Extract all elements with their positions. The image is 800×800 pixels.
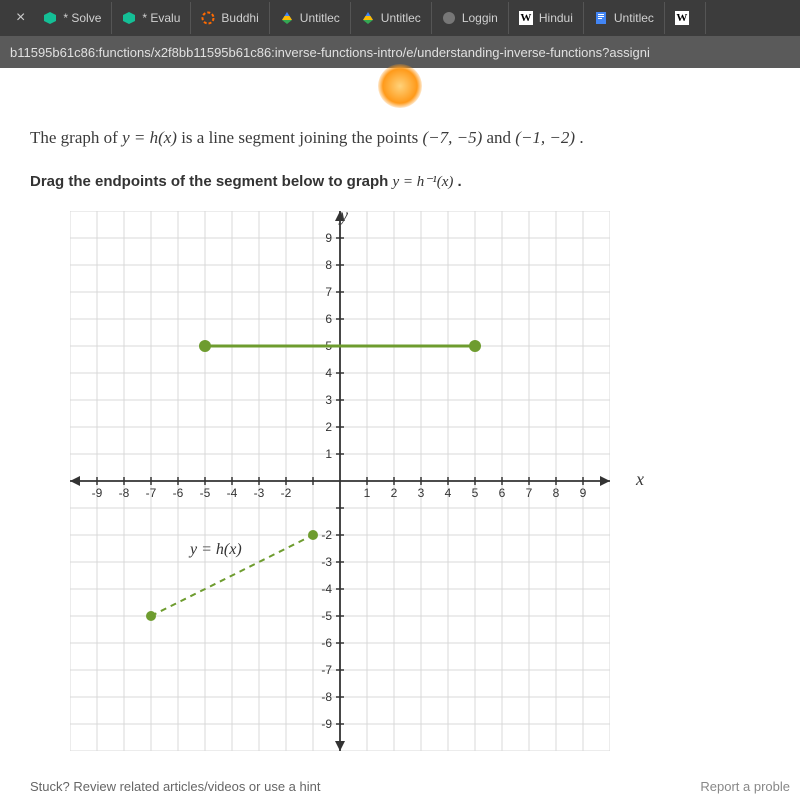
text: Drag the endpoints of the segment below … (30, 173, 393, 190)
point-1: (−7, −5) (422, 128, 482, 147)
y-tick-label: -2 (321, 528, 332, 542)
draggable-endpoint[interactable] (469, 340, 481, 352)
y-tick-label: 7 (325, 285, 332, 299)
instruction-line: Drag the endpoints of the segment below … (30, 172, 780, 191)
url-text: b11595b61c86:functions/x2f8bb11595b61c86… (10, 45, 650, 60)
text: . (458, 173, 462, 190)
graph-container: y x y = h(x) -9-8-7-6-5-4-3-212345678912… (70, 211, 630, 756)
dashed-endpoint (146, 611, 156, 621)
equation: y = h(x) (122, 128, 177, 147)
y-tick-label: 9 (325, 231, 332, 245)
x-tick-label: 8 (553, 486, 560, 500)
tab-label: Hindui (539, 11, 573, 25)
cartesian-graph[interactable]: -9-8-7-6-5-4-3-2123456789123456789-2-3-4… (70, 211, 610, 751)
tab-label: * Evalu (142, 11, 180, 25)
x-tick-label: 3 (418, 486, 425, 500)
page-content: The graph of y = h(x) is a line segment … (0, 68, 800, 800)
browser-tab[interactable]: Untitlec (584, 2, 665, 34)
report-problem-link[interactable]: Report a proble (700, 779, 790, 794)
inverse-equation: y = h⁻¹(x) (393, 174, 454, 190)
x-tick-label: 1 (364, 486, 371, 500)
tab-label: * Solve (63, 11, 101, 25)
x-tick-label: -7 (146, 486, 157, 500)
y-tick-label: -7 (321, 663, 332, 677)
tab-label: Buddhi (221, 11, 258, 25)
x-tick-label: 9 (580, 486, 587, 500)
browser-tab[interactable]: * Evalu (112, 2, 191, 34)
x-tick-label: -3 (254, 486, 265, 500)
browser-tab[interactable]: WHindui (509, 2, 584, 34)
text: . (579, 128, 583, 147)
y-tick-label: -8 (321, 690, 332, 704)
y-tick-label: 3 (325, 393, 332, 407)
x-tick-label: -5 (200, 486, 211, 500)
browser-tab[interactable]: Untitlec (270, 2, 351, 34)
y-tick-label: -5 (321, 609, 332, 623)
x-tick-label: 4 (445, 486, 452, 500)
arrow-icon (70, 476, 80, 486)
stuck-hint-link[interactable]: Stuck? Review related articles/videos or… (30, 779, 320, 794)
x-tick-label: -2 (281, 486, 292, 500)
y-tick-label: -9 (321, 717, 332, 731)
y-tick-label: 1 (325, 447, 332, 461)
text: is a line segment joining the points (181, 128, 422, 147)
close-icon[interactable]: × (8, 9, 33, 27)
tab-label: Untitlec (300, 11, 340, 25)
point-2: (−1, −2) (515, 128, 575, 147)
y-tick-label: 6 (325, 312, 332, 326)
y-tick-label: -3 (321, 555, 332, 569)
y-tick-label: -6 (321, 636, 332, 650)
browser-tab[interactable]: * Solve (33, 2, 112, 34)
text: The graph of (30, 128, 122, 147)
y-tick-label: 4 (325, 366, 332, 380)
x-tick-label: -8 (119, 486, 130, 500)
y-tick-label: 2 (325, 420, 332, 434)
draggable-endpoint[interactable] (199, 340, 211, 352)
x-tick-label: -4 (227, 486, 238, 500)
browser-tab[interactable]: Loggin (432, 2, 509, 34)
x-tick-label: 2 (391, 486, 398, 500)
browser-tab[interactable]: Untitlec (351, 2, 432, 34)
x-tick-label: 7 (526, 486, 533, 500)
x-tick-label: 6 (499, 486, 506, 500)
footer-row: Stuck? Review related articles/videos or… (30, 779, 790, 794)
x-tick-label: -6 (173, 486, 184, 500)
camera-glare (378, 64, 422, 108)
y-tick-label: -4 (321, 582, 332, 596)
x-tick-label: -9 (92, 486, 103, 500)
function-label: y = h(x) (190, 541, 242, 559)
question-line-1: The graph of y = h(x) is a line segment … (30, 128, 780, 148)
arrow-icon (600, 476, 610, 486)
browser-tab[interactable]: Buddhi (191, 2, 269, 34)
y-axis-label: y (340, 205, 348, 226)
arrow-icon (335, 741, 345, 751)
y-tick-label: 8 (325, 258, 332, 272)
x-tick-label: 5 (472, 486, 479, 500)
browser-tab[interactable]: W (665, 2, 706, 34)
browser-tab-strip: × * Solve * Evalu Buddhi Untitlec Untitlec Lo… (0, 0, 800, 36)
tab-label: Loggin (462, 11, 498, 25)
x-axis-label: x (636, 469, 644, 490)
text: and (487, 128, 516, 147)
tab-label: Untitlec (381, 11, 421, 25)
dashed-endpoint (308, 530, 318, 540)
tab-label: Untitlec (614, 11, 654, 25)
